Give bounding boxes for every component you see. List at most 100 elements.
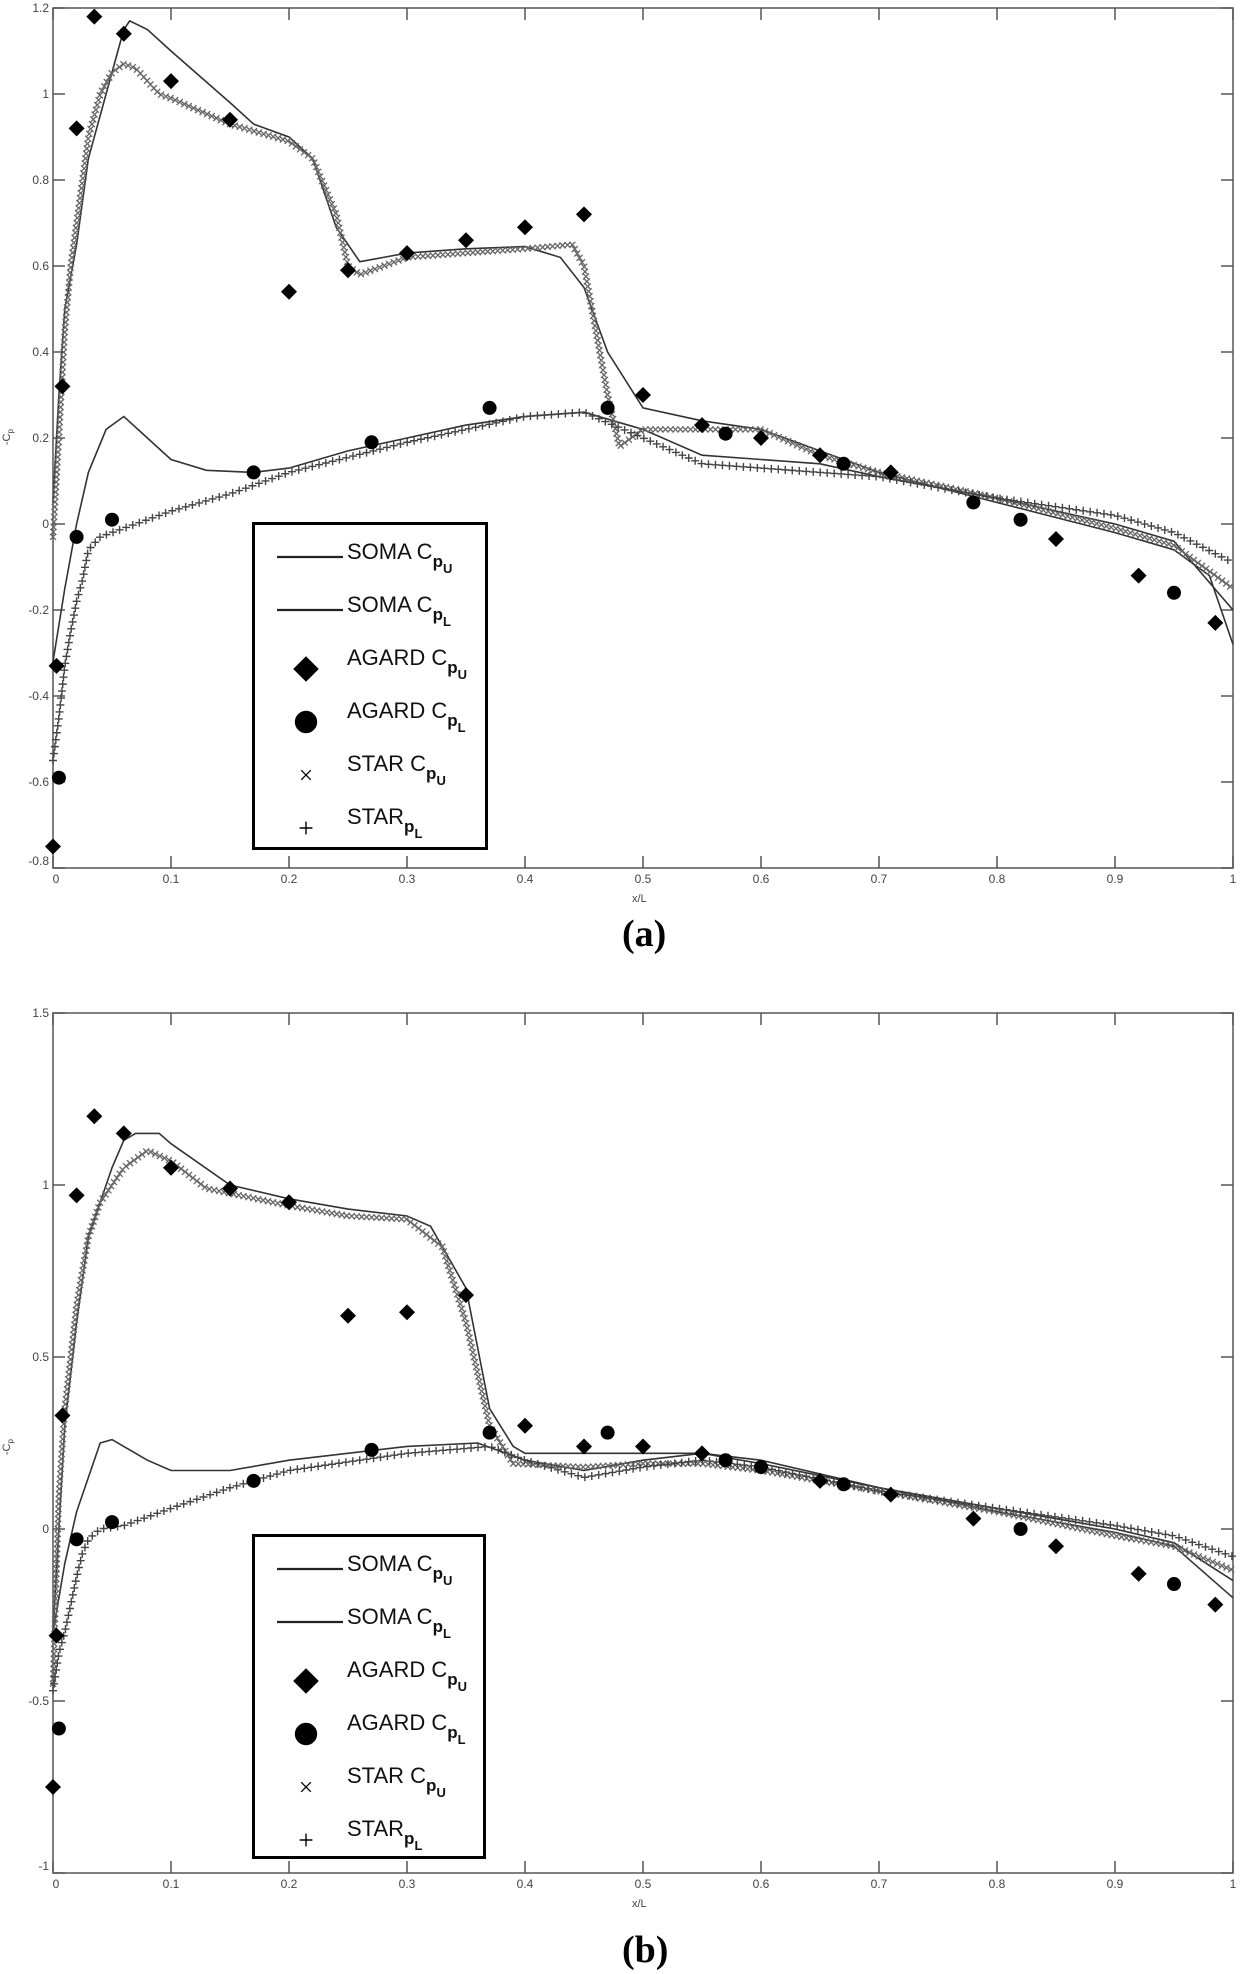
data-point-star-cp-u	[390, 258, 398, 266]
x-tick-label: 0.9	[1107, 1877, 1124, 1891]
data-point-star-cp-l	[627, 428, 636, 437]
data-point-star-cp-l	[141, 516, 150, 525]
legend-label: AGARD CpU	[347, 645, 467, 682]
data-point-star-cp-u	[126, 1159, 134, 1167]
data-point-star-cp-u	[304, 151, 312, 159]
data-point-star-cp-l	[940, 484, 949, 493]
data-point-star-cp-l	[1221, 1549, 1230, 1558]
data-point-agard-cp-u	[86, 8, 103, 25]
data-point-star-cp-l	[1127, 1524, 1136, 1533]
data-point-star-cp-u	[1204, 1556, 1212, 1564]
y-tick-label: 1	[42, 87, 49, 101]
legend-item: STAR CpU	[255, 1757, 483, 1807]
data-point-star-cp-l	[78, 1549, 87, 1558]
legend-item: AGARD CpL	[255, 1704, 483, 1754]
data-point-star-cp-l	[348, 1457, 357, 1466]
data-point-agard-cp-u	[635, 1438, 651, 1455]
series-agard-cp-l	[51, 400, 1181, 785]
data-point-star-cp-u	[752, 425, 759, 433]
data-point-agard-cp-l	[105, 512, 119, 527]
data-point-star-cp-u	[621, 439, 629, 447]
data-point-star-cp-l	[457, 426, 466, 435]
data-point-star-cp-u	[1044, 507, 1052, 515]
data-point-star-cp-l	[746, 463, 755, 472]
data-point-star-cp-u	[180, 100, 188, 108]
data-point-star-cp-l	[1093, 508, 1102, 517]
data-point-star-cp-l	[460, 1444, 469, 1453]
data-point-star-cp-l	[947, 485, 956, 494]
data-point-agard-cp-u	[965, 1510, 982, 1527]
legend-label-subsub: L	[442, 614, 451, 629]
data-point-agard-cp-u	[222, 111, 238, 128]
data-point-star-cp-u	[1078, 516, 1086, 524]
series-star-cp-u	[49, 60, 1234, 590]
data-point-star-cp-u	[130, 1156, 138, 1164]
data-point-star-cp-u	[328, 200, 336, 208]
data-point-star-cp-l	[774, 465, 783, 474]
data-point-star-cp-l	[79, 570, 88, 579]
data-point-star-cp-l	[788, 466, 797, 475]
data-point-star-cp-l	[954, 487, 963, 496]
data-point-star-cp-u	[1170, 541, 1178, 549]
data-point-star-cp-l	[215, 493, 224, 502]
legend-symbol-line	[277, 608, 343, 612]
data-point-star-cp-l	[88, 1531, 97, 1540]
data-point-star-cp-l	[453, 1445, 462, 1454]
data-point-star-cp-u	[129, 63, 137, 71]
data-point-star-cp-u	[194, 106, 202, 114]
data-point-agard-cp-l	[836, 1477, 851, 1492]
data-point-star-cp-l	[961, 488, 970, 497]
x-tick-label: 0.6	[753, 872, 770, 886]
data-point-star-cp-l	[1044, 501, 1053, 510]
data-point-star-cp-u	[85, 1232, 93, 1240]
series-agard-cp-u	[45, 1108, 1224, 1795]
data-point-star-cp-u	[265, 131, 272, 139]
data-point-star-cp-u	[288, 139, 296, 147]
data-point-star-cp-l	[912, 1492, 921, 1501]
data-point-star-cp-l	[705, 1457, 714, 1466]
data-point-star-cp-l	[913, 479, 922, 488]
data-point-agard-cp-u	[882, 1486, 899, 1503]
legend-label-sub: p	[432, 1564, 443, 1583]
data-point-star-cp-l	[1161, 1530, 1170, 1539]
series-line-soma-cp-u	[52, 1132, 1234, 1633]
x-tick-label: 0.5	[635, 1877, 652, 1891]
x-tick-label: 0.1	[163, 872, 180, 886]
data-point-star-cp-u	[366, 267, 374, 275]
data-point-star-cp-l	[437, 430, 446, 439]
legend-label-subsub: U	[436, 1785, 446, 1800]
data-point-star-cp-l	[620, 425, 629, 434]
legend-item: AGARD CpL	[255, 692, 485, 742]
data-point-star-cp-u	[208, 112, 216, 120]
data-point-star-cp-l	[308, 462, 317, 471]
data-point-star-cp-u	[93, 1208, 101, 1216]
data-point-star-cp-l	[851, 470, 860, 479]
legend-item: SOMA CpL	[255, 1598, 483, 1648]
data-point-star-cp-l	[1058, 503, 1067, 512]
data-point-star-cp-u	[459, 1310, 467, 1317]
data-point-star-cp-l	[615, 1467, 624, 1476]
data-point-agard-cp-u	[458, 1287, 474, 1304]
data-point-star-cp-l	[1037, 500, 1046, 509]
data-point-star-cp-l	[927, 482, 936, 491]
data-point-star-cp-l	[1192, 540, 1201, 549]
data-point-agard-cp-l	[482, 1425, 497, 1440]
data-point-star-cp-l	[62, 652, 71, 661]
data-point-star-cp-l	[67, 624, 76, 633]
data-point-star-cp-l	[1205, 546, 1214, 555]
data-point-star-cp-l	[1085, 1517, 1094, 1526]
data-point-star-cp-u	[189, 104, 197, 112]
y-axis-label-sub: p	[6, 429, 16, 434]
legend-label: AGARD CpU	[347, 1657, 467, 1694]
data-point-star-cp-l	[259, 1473, 268, 1482]
data-point-star-cp-u	[667, 425, 674, 433]
legend-label-subsub: U	[457, 667, 468, 682]
data-point-star-cp-l	[315, 460, 324, 469]
data-point-star-cp-u	[446, 1267, 454, 1274]
data-point-star-cp-l	[492, 418, 501, 427]
data-point-star-cp-l	[133, 1516, 142, 1525]
data-point-agard-cp-l	[966, 495, 981, 510]
data-point-star-cp-u	[449, 1276, 457, 1284]
data-point-star-cp-l	[718, 461, 727, 470]
data-point-star-cp-l	[870, 1486, 879, 1495]
